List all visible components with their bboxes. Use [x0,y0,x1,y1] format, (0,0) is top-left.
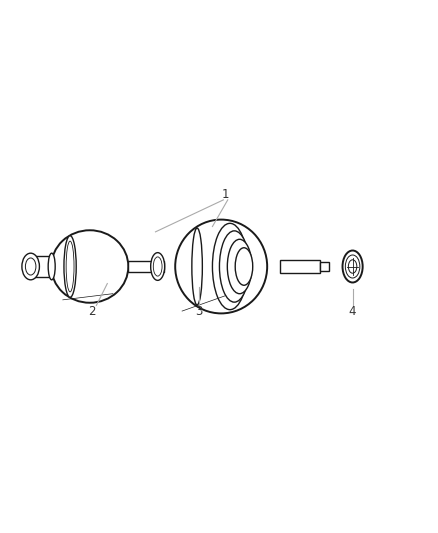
Ellipse shape [343,251,363,282]
Polygon shape [320,262,329,271]
Ellipse shape [25,258,36,275]
Ellipse shape [235,248,253,285]
Ellipse shape [151,253,165,280]
Ellipse shape [219,231,249,302]
Ellipse shape [51,230,128,303]
Polygon shape [128,261,164,272]
Ellipse shape [227,239,252,294]
Ellipse shape [48,253,55,280]
Ellipse shape [175,220,267,313]
Text: 4: 4 [349,305,357,318]
Ellipse shape [345,255,360,278]
Ellipse shape [192,228,202,305]
Text: 3: 3 [196,305,203,318]
Text: 1: 1 [222,188,230,201]
Ellipse shape [212,223,247,310]
Text: 2: 2 [88,305,96,318]
Ellipse shape [22,253,39,280]
Ellipse shape [64,236,76,297]
Polygon shape [280,260,320,273]
Polygon shape [28,256,50,277]
Ellipse shape [153,257,162,276]
Ellipse shape [66,241,74,292]
Ellipse shape [348,260,357,273]
